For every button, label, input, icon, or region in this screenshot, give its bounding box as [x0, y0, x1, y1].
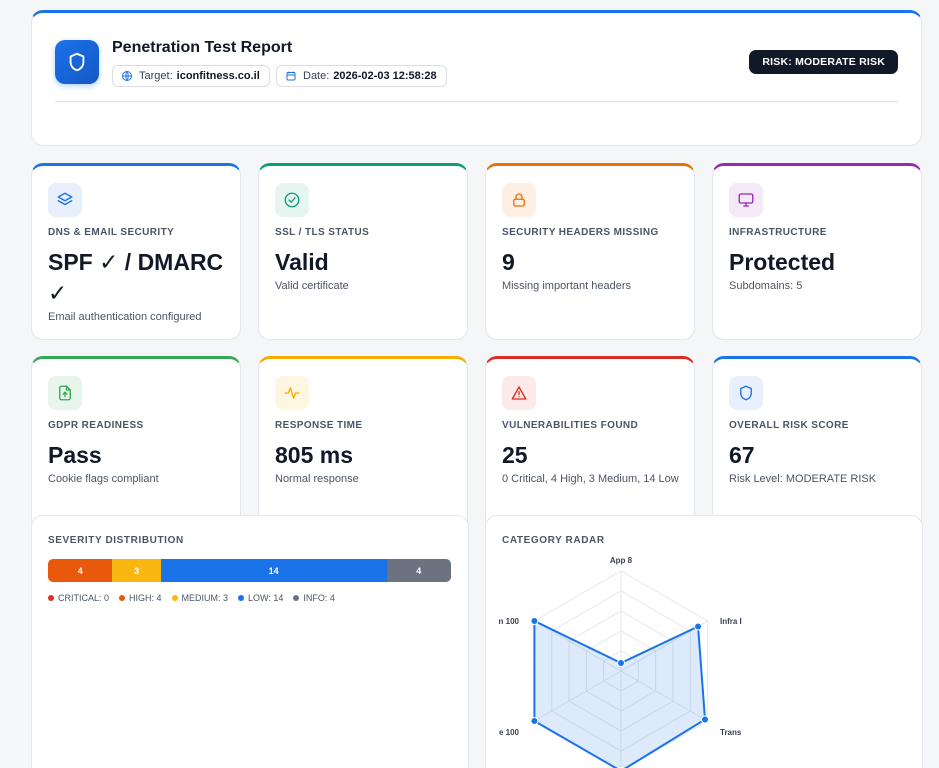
page-title: Penetration Test Report — [112, 39, 293, 56]
date-value: 2026-02-03 12:58:28 — [333, 70, 437, 82]
severity-segment-info: 4 — [386, 559, 451, 582]
severity-bar: 4 3 14 4 — [48, 559, 451, 582]
date-chip: Date: 2026-02-03 12:58:28 — [276, 65, 447, 87]
stat-label: SSL / TLS STATUS — [275, 227, 370, 238]
radar-axis-label: Infra I — [720, 617, 742, 626]
date-label: Date: — [303, 70, 330, 82]
stat-subtext: Normal response — [275, 473, 359, 485]
stat-value: 25 — [502, 442, 528, 468]
target-chip: Target: iconfitness.co.il — [112, 65, 270, 87]
legend-item: CRITICAL: 0 — [48, 593, 109, 603]
stat-subtext: Subdomains: 5 — [729, 280, 803, 292]
stat-subtext: Valid certificate — [275, 280, 349, 292]
stat-card-infrastructure: INFRASTRUCTURE Protected Subdomains: 5 — [712, 163, 922, 340]
stat-value: Protected — [729, 249, 836, 275]
stat-label: GDPR READINESS — [48, 420, 144, 431]
radar-axis — [620, 670, 708, 722]
shield-icon — [729, 376, 763, 410]
report-header: Penetration Test Report Target: iconfitn… — [31, 10, 922, 146]
stat-card-overall-risk-score: OVERALL RISK SCORE 67 Risk Level: MODERATE… — [712, 356, 922, 533]
legend-text: LOW: 14 — [248, 593, 284, 603]
radar-point — [694, 622, 703, 631]
layers-icon — [48, 183, 82, 217]
warning-icon — [502, 376, 536, 410]
monitor-icon — [729, 183, 763, 217]
stat-card-vulnerabilities-found: VULNERABILITIES FOUND 25 0 Critical, 4 Hig… — [485, 356, 695, 533]
severity-title: SEVERITY DISTRIBUTION — [48, 535, 184, 546]
legend-text: MEDIUM: 3 — [181, 593, 229, 603]
stat-card-dns-email-security: DNS & EMAIL SECURITY SPF ✓ / DMARC ✓ Email… — [31, 163, 241, 340]
radar-point — [530, 717, 539, 725]
stat-card-ssl-tls-status: SSL / TLS STATUS Valid Valid certificate — [258, 163, 468, 340]
legend-dot — [48, 595, 54, 601]
stat-value: 9 — [502, 249, 515, 275]
radar-axis — [534, 670, 622, 722]
stat-label: RESPONSE TIME — [275, 420, 363, 431]
stat-label: DNS & EMAIL SECURITY — [48, 227, 175, 238]
legend-text: HIGH: 4 — [129, 593, 162, 603]
calendar-icon — [286, 71, 296, 81]
stat-label: INFRASTRUCTURE — [729, 227, 827, 238]
stat-value: Valid — [275, 249, 329, 275]
legend-item: INFO: 4 — [293, 593, 335, 603]
stat-subtext: Email authentication configured — [48, 311, 202, 323]
radar-axis-label: n 100 — [499, 617, 520, 626]
stat-subtext: Missing important headers — [502, 280, 632, 292]
radar-axis — [534, 620, 622, 672]
stat-subtext: 0 Critical, 4 High, 3 Medium, 14 Low — [502, 473, 679, 485]
stat-card-response-time: RESPONSE TIME 805 ms Normal response — [258, 356, 468, 533]
category-radar-panel: CATEGORY RADAR App 8 Infra I Trans e 100 n 1… — [485, 515, 923, 768]
radar-title: CATEGORY RADAR — [502, 535, 605, 546]
shield-logo-icon — [55, 40, 99, 84]
severity-segment-high: 4 — [48, 559, 113, 582]
target-label: Target: — [139, 70, 173, 82]
legend-text: INFO: 4 — [303, 593, 335, 603]
legend-item: LOW: 14 — [238, 593, 283, 603]
radar-axis-label: e 100 — [499, 728, 520, 737]
radar-point — [701, 715, 710, 724]
stat-value: Pass — [48, 442, 102, 468]
stat-value: 67 — [729, 442, 755, 468]
legend-dot — [238, 595, 245, 601]
legend-dot — [119, 595, 126, 601]
legend-text: CRITICAL: 0 — [58, 593, 110, 603]
risk-badge: RISK: MODERATE RISK — [749, 50, 898, 74]
stat-value: SPF ✓ / DMARC ✓ — [48, 249, 224, 306]
legend-item: HIGH: 4 — [119, 593, 162, 603]
radar-point — [617, 659, 625, 667]
severity-legend: CRITICAL: 0 HIGH: 4 MEDIUM: 3 LOW: 14 INFO: … — [48, 593, 335, 603]
severity-segment-medium: 3 — [112, 559, 161, 582]
radar-series-area — [533, 619, 707, 768]
legend-dot — [171, 595, 178, 601]
stat-value: 805 ms — [275, 442, 354, 468]
radar-axis-label: Trans — [720, 728, 742, 737]
target-value: iconfitness.co.il — [176, 70, 260, 82]
legend-item: MEDIUM: 3 — [171, 593, 229, 603]
stat-subtext: Risk Level: MODERATE RISK — [729, 473, 877, 485]
stat-label: SECURITY HEADERS MISSING — [502, 227, 659, 238]
lock-icon — [502, 183, 536, 217]
radar-axis-label: App 8 — [610, 556, 633, 565]
stat-card-gdpr-readiness: GDPR READINESS Pass Cookie flags compliant — [31, 356, 241, 533]
stat-card-security-headers-missing: SECURITY HEADERS MISSING 9 Missing importa… — [485, 163, 695, 340]
radar-point — [530, 617, 539, 625]
category-radar-chart: App 8 Infra I Trans e 100 n 100 — [499, 556, 742, 768]
file-upload-icon — [48, 376, 82, 410]
header-divider — [55, 101, 898, 102]
stat-label: VULNERABILITIES FOUND — [502, 420, 639, 431]
globe-icon — [122, 71, 132, 81]
stat-label: OVERALL RISK SCORE — [729, 420, 849, 431]
stat-subtext: Cookie flags compliant — [48, 473, 159, 485]
severity-segment-low: 14 — [160, 559, 387, 582]
legend-dot — [293, 595, 300, 601]
activity-icon — [275, 376, 309, 410]
check-circle-icon — [275, 183, 309, 217]
